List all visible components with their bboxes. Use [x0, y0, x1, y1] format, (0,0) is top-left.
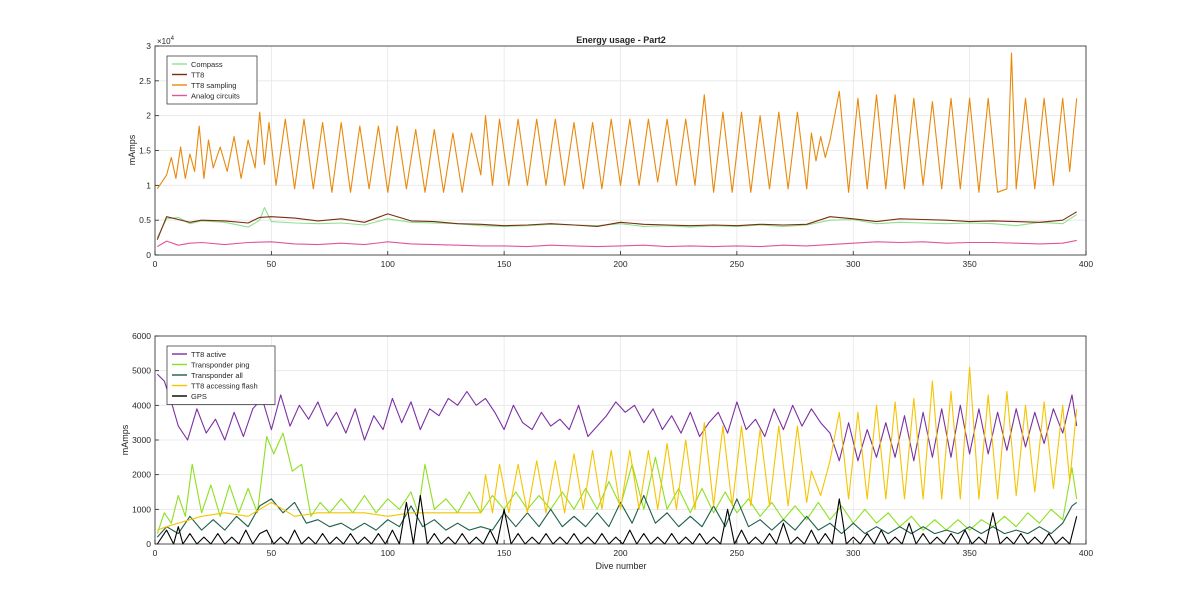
x-tick-label: 100 [381, 259, 395, 269]
legend-entry-label: TT8 accessing flash [191, 382, 258, 391]
series-line-transponder-all [156, 494, 1078, 538]
x-tick-label: 400 [1079, 548, 1093, 558]
x-tick-label: 150 [497, 259, 511, 269]
top-chart: Energy usage - Part2 ×104 0 50 100 150 200 25… [127, 35, 1093, 269]
legend-entry-label: Analog circuits [191, 92, 240, 101]
series-line-tt8-active [156, 373, 1078, 462]
y-tick-label: 0.5 [139, 215, 151, 225]
y-tick-label: 1 [146, 180, 151, 190]
y-tick-label: 2000 [132, 470, 151, 480]
series-group [156, 366, 1078, 545]
series-line-tt8-accessing-flash [157, 366, 1078, 531]
x-tick-label: 0 [153, 259, 158, 269]
y-tick-label: 5000 [132, 366, 151, 376]
axis-ticks: 0 50 100 150 200 250 300 350 4000100020003000400… [132, 331, 1093, 558]
legend-entry-label: TT8 [191, 71, 204, 80]
x-tick-label: 350 [963, 548, 977, 558]
y-axis-label: mAmps [120, 424, 130, 455]
x-tick-label: 300 [846, 548, 860, 558]
y-tick-label: 1.5 [139, 146, 151, 156]
exponent-power: 4 [171, 36, 175, 42]
x-tick-label: 350 [963, 259, 977, 269]
exponent-base: ×10 [157, 37, 171, 46]
legend-entry-label: TT8 sampling [191, 81, 236, 90]
axis-ticks: 0 50 100 150 200 250 300 350 400 0 0.5 1 1.5 2 2.5 3 [139, 41, 1093, 269]
x-tick-label: 50 [267, 548, 277, 558]
x-tick-label: 0 [153, 548, 158, 558]
y-tick-label: 0 [146, 539, 151, 549]
x-tick-label: 100 [381, 548, 395, 558]
y-tick-label: 3000 [132, 435, 151, 445]
bottom-chart: 0 50 100 150 200 250 300 350 4000100020003000400… [120, 331, 1093, 571]
y-axis-label: mAmps [127, 134, 137, 165]
y-tick-label: 2.5 [139, 76, 151, 86]
x-axis-label: Dive number [595, 561, 646, 571]
series-line-gps [156, 494, 1078, 545]
y-tick-label: 2 [146, 111, 151, 121]
x-tick-label: 250 [730, 259, 744, 269]
x-tick-label: 250 [730, 548, 744, 558]
y-tick-label: 0 [146, 250, 151, 260]
legend-entry-label: Transponder all [191, 371, 243, 380]
legend-entry-label: GPS [191, 392, 207, 401]
x-tick-label: 150 [497, 548, 511, 558]
y-tick-label: 6000 [132, 331, 151, 341]
y-tick-label: 3 [146, 41, 151, 51]
chart-title: Energy usage - Part2 [576, 35, 666, 45]
series-group [156, 52, 1078, 248]
series-line-analog-circuits [157, 239, 1077, 248]
y-tick-label: 4000 [132, 400, 151, 410]
legend-entry-label: Compass [191, 60, 223, 69]
y-axis-exponent: ×104 [157, 36, 175, 46]
x-tick-label: 300 [846, 259, 860, 269]
legend-entry-label: TT8 active [191, 350, 226, 359]
x-tick-label: 200 [613, 548, 627, 558]
series-line-tt8 [156, 211, 1077, 240]
series-line-transponder-ping [156, 432, 1078, 534]
x-tick-label: 200 [613, 259, 627, 269]
x-tick-label: 50 [267, 259, 277, 269]
y-tick-label: 1000 [132, 504, 151, 514]
legend-entry-label: Transponder ping [191, 361, 250, 370]
series-line-tt8-sampling [156, 52, 1078, 193]
x-tick-label: 400 [1079, 259, 1093, 269]
